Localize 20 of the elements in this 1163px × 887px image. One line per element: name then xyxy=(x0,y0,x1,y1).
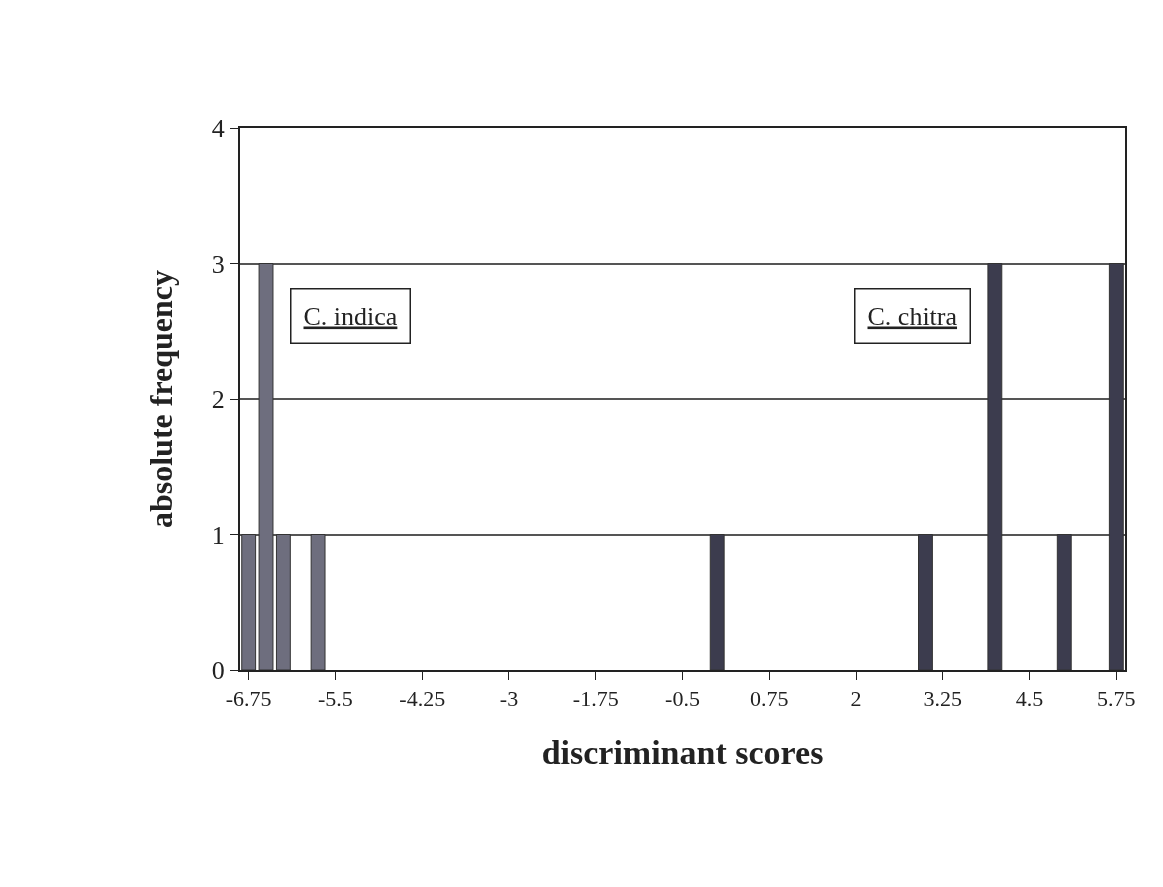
y-tick-label: 0 xyxy=(211,656,225,686)
x-tick-label: -5.5 xyxy=(318,686,353,712)
x-tick-label: 3.25 xyxy=(923,686,963,712)
x-tick-label: 0.75 xyxy=(750,686,789,712)
y-tick-label: 4 xyxy=(211,114,225,144)
x-tick-label: -3 xyxy=(499,686,519,712)
x-tick-label: 4.5 xyxy=(1015,686,1044,712)
x-tick-label: -0.5 xyxy=(665,686,700,712)
x-tick-label: 5.75 xyxy=(1097,686,1136,712)
x-tick-label: -1.75 xyxy=(572,686,619,712)
y-axis-title: absolute frequency xyxy=(142,269,179,529)
x-axis-title: discriminant scores xyxy=(541,734,824,772)
x-tick-label: -4.25 xyxy=(399,686,446,712)
x-tick-label: 2 xyxy=(850,686,862,712)
y-tick-label: 2 xyxy=(211,385,225,415)
x-tick-label: -6.75 xyxy=(225,686,272,712)
y-tick-label: 1 xyxy=(211,520,225,550)
series-label: C. indica xyxy=(303,301,398,331)
series-label: C. chitra xyxy=(867,301,958,331)
y-tick-label: 3 xyxy=(211,249,225,279)
